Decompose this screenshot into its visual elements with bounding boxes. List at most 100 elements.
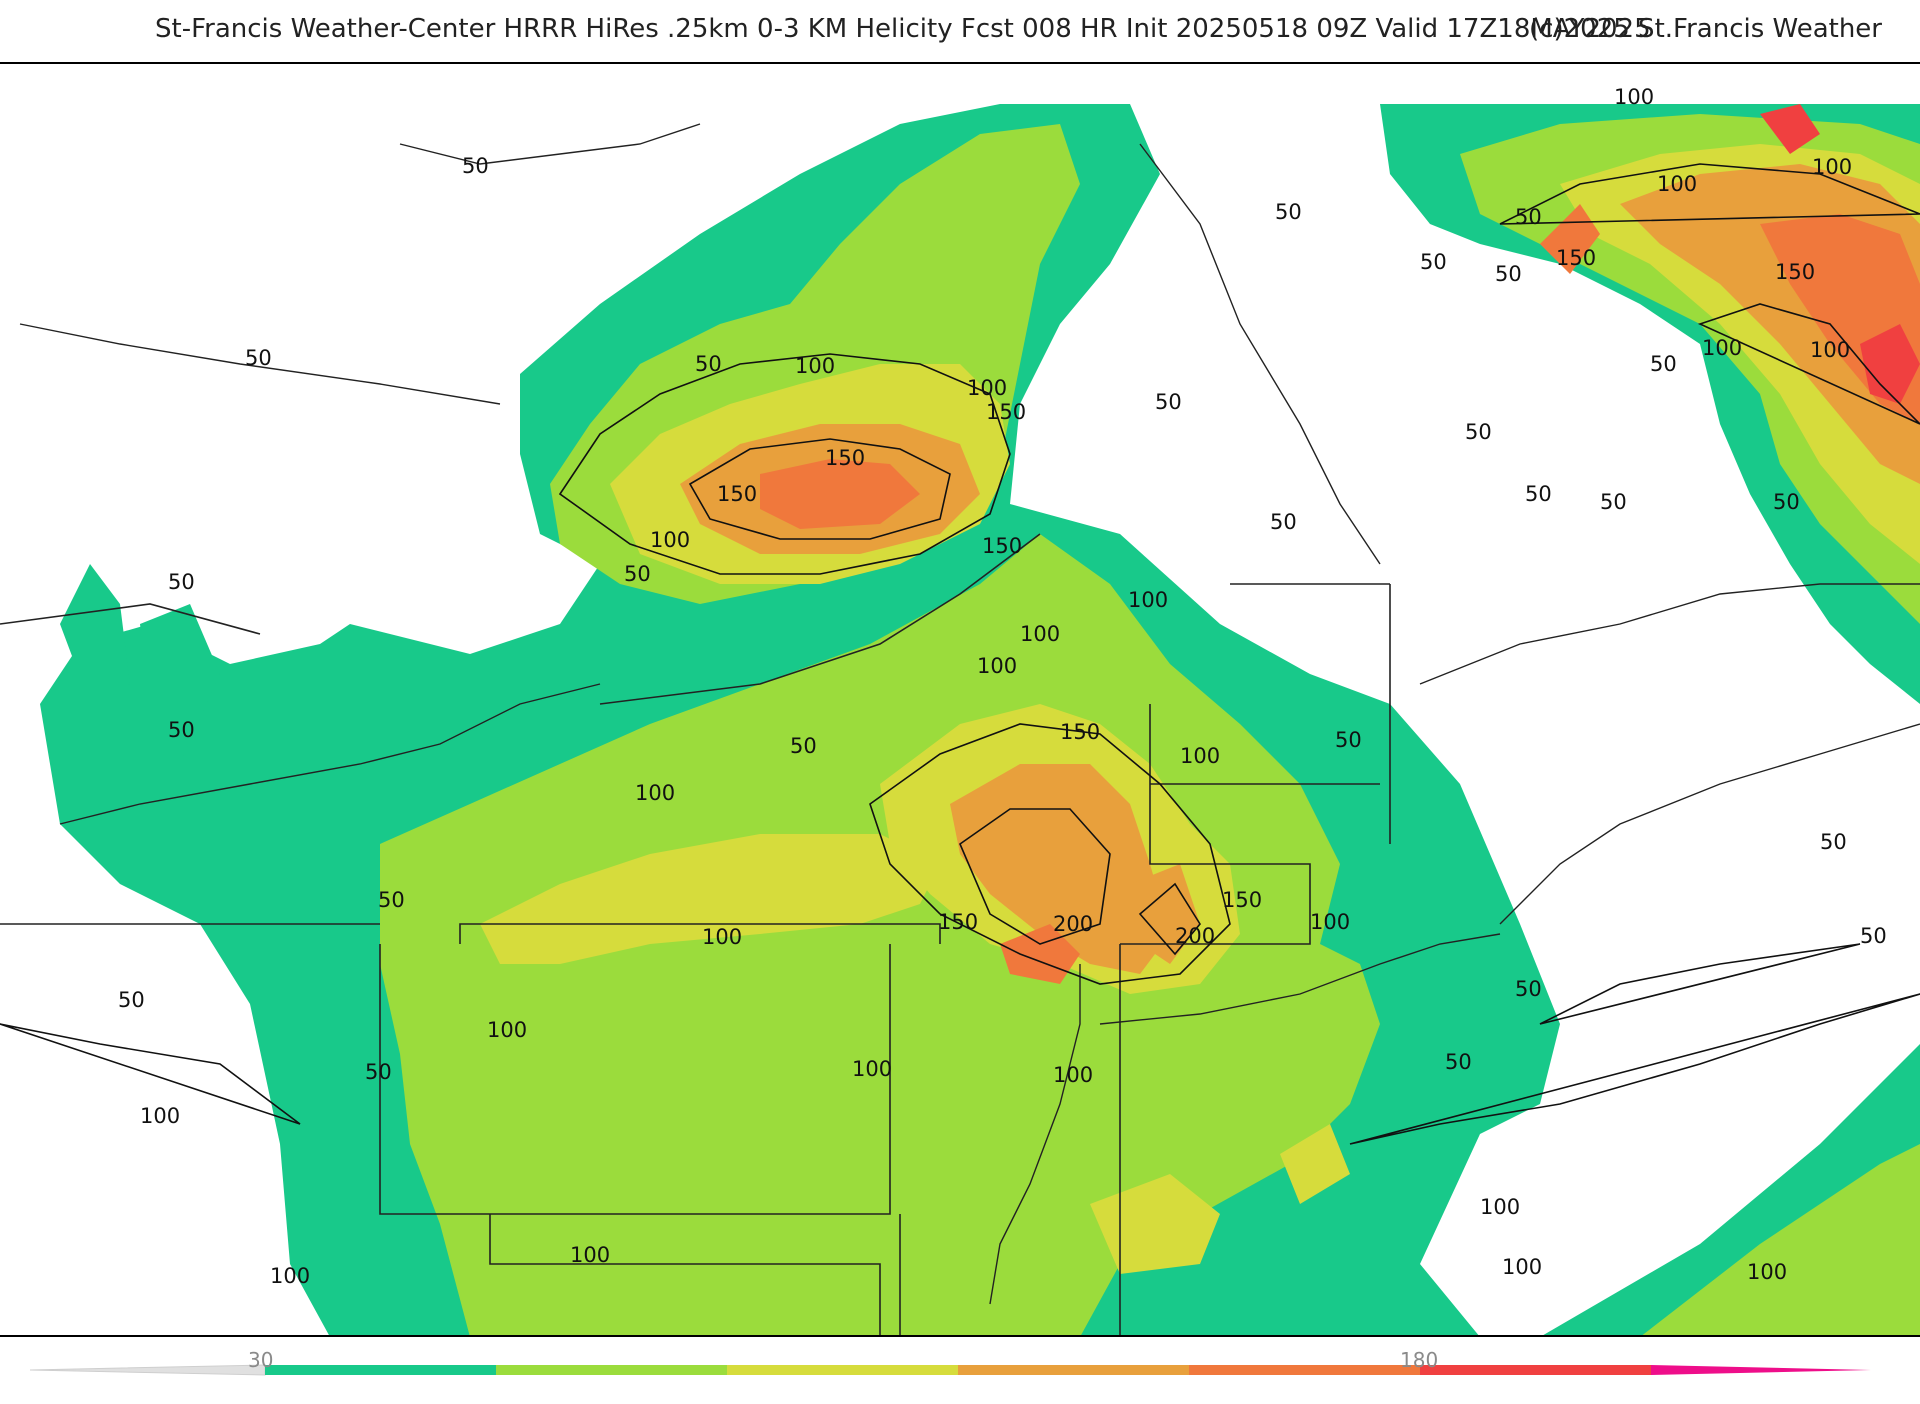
coastline — [1099, 933, 1501, 1025]
state-boundary — [379, 944, 891, 1215]
state-boundary — [0, 603, 261, 635]
contour-label: 100 — [1053, 1063, 1093, 1087]
contour-label: 100 — [635, 781, 675, 805]
helicity-map: 50 50 50 50 50 50 50 50 50 50 50 50 50 50 50 50 50 50 50 50… — [0, 62, 1920, 1337]
coastline — [19, 323, 501, 405]
contour-label: 150 — [938, 910, 978, 934]
helicity-region — [140, 604, 220, 764]
scale-segment — [1420, 1365, 1651, 1375]
boundary-layer — [0, 123, 1920, 1335]
helicity-region — [950, 764, 1170, 974]
map-title-bar: St-Francis Weather-Center HRRR HiRes .25… — [0, 14, 1920, 54]
contour-label: 100 — [1310, 910, 1350, 934]
contour-label: 100 — [1480, 1195, 1520, 1219]
contour-label: 150 — [1775, 260, 1815, 284]
contour-line — [1697, 303, 1920, 425]
contour-label: 100 — [650, 528, 690, 552]
contour-label: 50 — [1155, 390, 1182, 414]
scale-segment — [958, 1365, 1189, 1375]
contour-label: 100 — [1180, 744, 1220, 768]
contour-label-layer: 50 50 50 50 50 50 50 50 50 50 50 50 50 50 50 50 50 50 50 50… — [118, 85, 1887, 1288]
contour-label: 100 — [1810, 338, 1850, 362]
contour-label: 50 — [1270, 510, 1297, 534]
contour-label: 50 — [790, 734, 817, 758]
contour-label: 150 — [825, 446, 865, 470]
contour-line — [1138, 882, 1201, 956]
scale-tick-180: 180 — [1400, 1348, 1439, 1372]
contour-line — [959, 808, 1111, 945]
helicity-region — [1130, 864, 1200, 964]
coastline — [989, 964, 1081, 1305]
helicity-region — [1860, 324, 1920, 404]
contour-label: 50 — [624, 562, 651, 586]
contour-label: 50 — [1275, 200, 1302, 224]
scale-tick-30: 30 — [248, 1348, 274, 1372]
contour-label: 150 — [986, 400, 1026, 424]
contour-label: 50 — [365, 1060, 392, 1084]
contour-label: 100 — [702, 925, 742, 949]
contour-label: 100 — [852, 1057, 892, 1081]
contour-label: 50 — [1525, 482, 1552, 506]
contour-label: 100 — [1747, 1260, 1787, 1284]
scale-segment — [727, 1365, 958, 1375]
contour-line — [0, 1023, 301, 1125]
helicity-region — [380, 534, 1380, 1335]
contour-label: 50 — [1820, 830, 1847, 854]
contour-line — [1499, 163, 1920, 225]
contour-label: 100 — [1702, 336, 1742, 360]
contour-label: 50 — [695, 352, 722, 376]
contour-label: 100 — [967, 376, 1007, 400]
contour-label: 50 — [118, 988, 145, 1012]
contour-label: 150 — [1222, 888, 1262, 912]
coastline — [399, 123, 701, 165]
contour-label: 100 — [795, 354, 835, 378]
contour-label: 50 — [1445, 1050, 1472, 1074]
contour-label: 100 — [1128, 588, 1168, 612]
helicity-region — [60, 564, 130, 704]
helicity-region — [760, 459, 920, 529]
contour-label: 100 — [270, 1264, 310, 1288]
contour-label: 50 — [1420, 250, 1447, 274]
coastline — [1139, 143, 1381, 565]
state-boundary — [1120, 704, 1311, 945]
contour-label: 100 — [570, 1243, 610, 1267]
contour-label: 100 — [977, 654, 1017, 678]
contour-label: 50 — [168, 718, 195, 742]
state-boundary — [489, 1214, 881, 1335]
contour-line — [688, 438, 951, 540]
contour-label: 100 — [1657, 172, 1697, 196]
contour-label: 150 — [1060, 720, 1100, 744]
contour-line — [1349, 993, 1920, 1145]
contour-label: 100 — [1502, 1255, 1542, 1279]
contour-label: 50 — [168, 570, 195, 594]
contour-label: 50 — [1335, 728, 1362, 752]
contour-label: 50 — [462, 154, 489, 178]
contour-label: 50 — [1495, 262, 1522, 286]
contour-label: 100 — [1020, 622, 1060, 646]
contour-line-layer — [0, 163, 1920, 1145]
scale-segment — [265, 1365, 496, 1375]
contour-label: 50 — [1650, 352, 1677, 376]
contour-label: 50 — [245, 346, 272, 370]
helicity-region — [1642, 1144, 1920, 1335]
helicity-region — [480, 834, 940, 964]
contour-label: 200 — [1053, 912, 1093, 936]
contour-label: 100 — [140, 1104, 180, 1128]
helicity-region — [1090, 1174, 1220, 1274]
scale-arrow-right — [1651, 1365, 1871, 1375]
copyright-text: (c)2025 St.Francis Weather — [1529, 14, 1882, 44]
contour-label: 50 — [378, 888, 405, 912]
contour-label: 50 — [1515, 205, 1542, 229]
contour-label: 100 — [1614, 85, 1654, 109]
scale-arrow-left — [29, 1364, 266, 1376]
contour-label: 50 — [1600, 490, 1627, 514]
contour-label: 100 — [487, 1018, 527, 1042]
contour-line — [1539, 943, 1861, 1025]
contour-label: 50 — [1515, 977, 1542, 1001]
color-scale-graphic — [29, 1364, 1871, 1376]
contour-label: 150 — [717, 482, 757, 506]
contour-label: 50 — [1465, 420, 1492, 444]
color-scale-bar — [0, 1340, 1920, 1400]
coastline — [59, 683, 601, 825]
contour-label: 150 — [982, 534, 1022, 558]
